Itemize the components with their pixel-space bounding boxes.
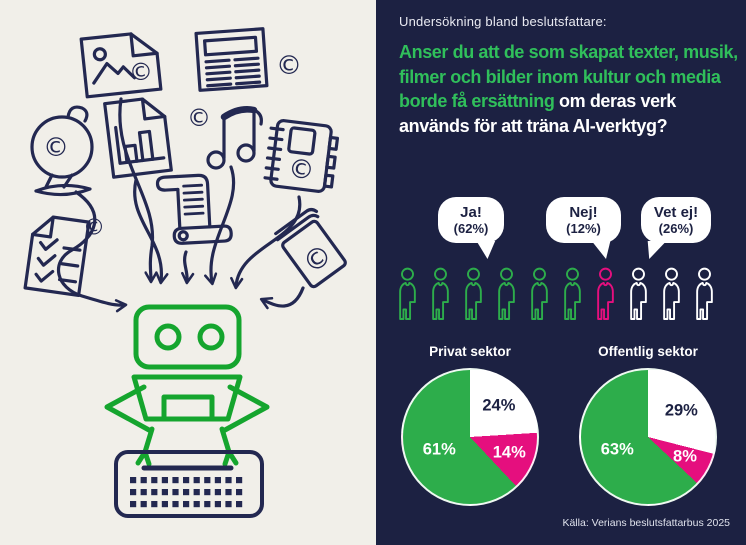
- arrow-icon: [204, 165, 236, 286]
- robot-eye: [197, 323, 225, 351]
- survey-panel: Undersökning bland beslutsfattare: Anser…: [376, 0, 746, 545]
- ai-training-illustration: © © ©: [23, 27, 347, 518]
- arrow-icon: [118, 97, 158, 284]
- copyright-icon: ©: [276, 51, 302, 81]
- copyright-icon: ©: [128, 57, 155, 87]
- speech-bubble-tail: [591, 241, 611, 259]
- bubble-label: Nej!: [569, 203, 598, 221]
- robot-icon: [104, 304, 270, 467]
- pie-slice-label: 29%: [664, 401, 698, 420]
- robot-eye: [154, 323, 182, 351]
- pie-title-privat: Privat sektor: [429, 344, 511, 359]
- arrow-icon: [133, 178, 169, 285]
- bubble-label: Ja!: [460, 203, 482, 221]
- illustration-panel: © © ©: [0, 0, 376, 545]
- survey-question: Anser du att de som skapat texter, musik…: [399, 40, 746, 138]
- copyright-icon: ©: [187, 104, 211, 132]
- person-icon: [696, 267, 713, 320]
- bubble-value: (12%): [566, 220, 601, 236]
- keyboard-keys: [130, 477, 243, 508]
- notebook-icon: ©: [263, 119, 340, 193]
- speech-bubble-nej: Nej! (12%): [546, 197, 621, 259]
- source-credit: Källa: Verians beslutsfattarbus 2025: [562, 517, 730, 529]
- bubble-label: Vet ej!: [653, 203, 699, 221]
- pie-slice-label: 14%: [492, 443, 526, 462]
- pie-chart-offentlig-sektor: 29% 8% 63%: [579, 368, 717, 506]
- speech-bubble-tail: [476, 241, 496, 259]
- flow-arrows: [56, 97, 305, 313]
- photo-file-icon: ©: [79, 32, 163, 99]
- keyboard-icon: [114, 450, 264, 518]
- people-pictogram: [395, 264, 717, 324]
- speech-bubble-ja: Ja! (62%): [438, 197, 504, 259]
- music-note-icon: [206, 106, 263, 170]
- bar-chart-document-icon: [103, 97, 173, 179]
- copyright-icon: ©: [287, 154, 316, 187]
- pie-slice-label: 63%: [600, 440, 634, 459]
- globe-icon: ©: [30, 105, 94, 197]
- survey-question-highlight: Anser du att de som skapat texter, musik…: [399, 42, 738, 111]
- copyright-icon: ©: [43, 133, 69, 163]
- pie-title-offentlig: Offentlig sektor: [598, 344, 698, 359]
- speech-bubble-tail: [647, 241, 667, 259]
- arrow-icon: [56, 190, 128, 313]
- arrow-icon: [259, 286, 305, 310]
- person-icon: [465, 267, 482, 320]
- pie-chart-privat-sektor: 24% 14% 61%: [401, 368, 539, 506]
- book-icon: ©: [274, 207, 347, 289]
- pie-slice-label: 8%: [673, 447, 697, 466]
- person-icon: [498, 267, 515, 320]
- person-icon: [597, 267, 614, 320]
- pie-slice-label: 24%: [482, 396, 516, 415]
- arrow-icon: [181, 250, 195, 285]
- speech-bubble-vet-ej: Vet ej! (26%): [641, 197, 711, 259]
- scroll-icon: [155, 173, 233, 245]
- person-icon: [663, 267, 680, 320]
- person-icon: [564, 267, 581, 320]
- person-icon: [432, 267, 449, 320]
- pie-slice-label: 61%: [422, 440, 456, 459]
- person-icon: [630, 267, 647, 320]
- kicker: Undersökning bland beslutsfattare:: [399, 14, 607, 29]
- survey-question-rest: om deras verk används för att träna AI-v…: [399, 91, 676, 136]
- person-icon: [399, 267, 416, 320]
- bubble-value: (26%): [658, 220, 694, 236]
- newspaper-icon: [194, 27, 269, 92]
- arrow-icon: [230, 195, 302, 290]
- checklist-icon: [23, 215, 91, 297]
- person-icon: [531, 267, 548, 320]
- bubble-value: (62%): [453, 220, 489, 236]
